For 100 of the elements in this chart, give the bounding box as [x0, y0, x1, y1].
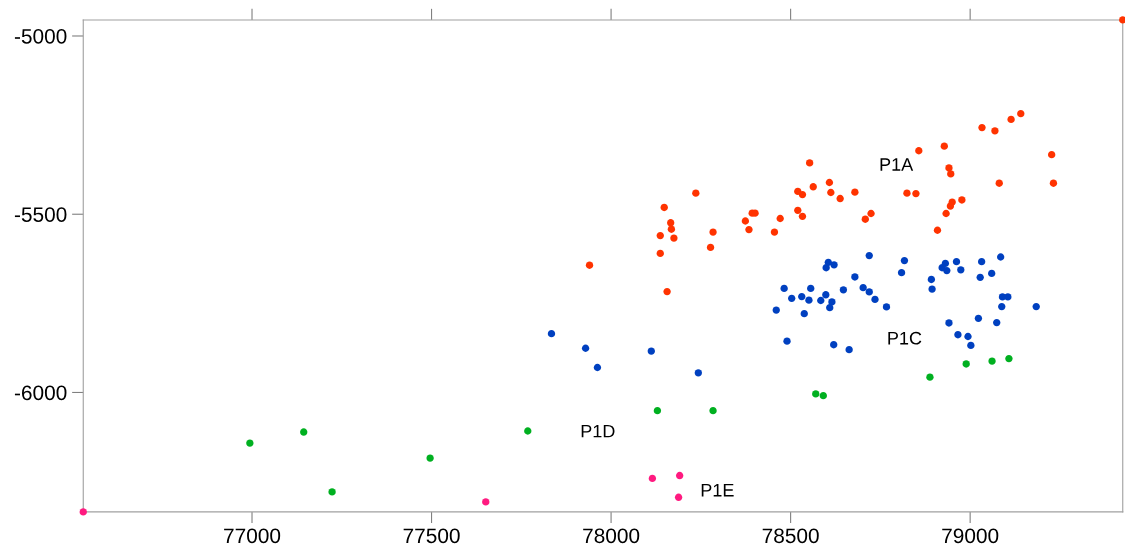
x-tick-label: 77500: [403, 528, 460, 544]
point: [300, 428, 308, 436]
point: [941, 259, 950, 268]
point: [647, 347, 655, 355]
point: [928, 285, 936, 293]
point: [709, 228, 717, 236]
point: [824, 258, 832, 267]
point: [977, 257, 986, 266]
point: [805, 296, 813, 304]
point: [830, 341, 838, 349]
point: [585, 261, 594, 269]
point: [1049, 179, 1058, 187]
point: [1047, 151, 1056, 159]
point: [861, 215, 869, 223]
point: [967, 341, 975, 350]
point: [836, 194, 844, 203]
point: [962, 360, 970, 368]
series-label: P1E: [701, 483, 734, 497]
point: [1032, 302, 1040, 311]
point: [426, 454, 434, 462]
point: [988, 357, 996, 365]
point: [667, 225, 676, 233]
point: [839, 286, 848, 294]
point: [942, 209, 950, 218]
point: [830, 261, 838, 269]
point: [851, 273, 859, 281]
point: [709, 406, 717, 415]
point: [943, 266, 951, 275]
point: [993, 318, 1001, 327]
point: [1119, 16, 1125, 24]
point: [865, 251, 873, 260]
point: [694, 369, 703, 377]
point: [871, 295, 879, 304]
point: [915, 147, 923, 155]
x-tick-label: 78500: [762, 528, 819, 544]
point: [819, 392, 827, 400]
point: [674, 493, 683, 501]
point: [903, 189, 911, 197]
point: [692, 189, 700, 197]
point: [776, 214, 784, 223]
point: [998, 302, 1006, 311]
point: [945, 319, 953, 327]
point: [794, 206, 802, 214]
point: [547, 329, 556, 338]
point: [648, 474, 657, 483]
point: [670, 234, 678, 242]
point: [826, 303, 834, 312]
point: [900, 256, 909, 265]
point: [770, 228, 779, 236]
point: [482, 498, 490, 506]
point: [656, 231, 664, 240]
point: [867, 209, 875, 218]
point: [798, 292, 806, 301]
point: [827, 188, 835, 197]
point: [745, 225, 753, 234]
point: [656, 249, 664, 258]
point: [988, 269, 996, 278]
y-tick-label: -6000: [14, 385, 67, 401]
point: [940, 142, 948, 150]
point: [897, 269, 906, 277]
point: [995, 179, 1003, 187]
point: [964, 332, 972, 341]
point: [772, 306, 780, 314]
point: [798, 212, 807, 221]
point: [978, 123, 986, 132]
point: [825, 178, 834, 187]
point: [952, 257, 961, 266]
text: P1D: [581, 424, 615, 438]
point: [865, 288, 873, 296]
y-tick-label: -5500: [14, 207, 67, 222]
point: [926, 373, 934, 381]
point: [246, 439, 254, 447]
point: [822, 291, 830, 299]
x-tick-label: 78000: [583, 528, 640, 544]
point: [663, 287, 671, 296]
point: [991, 127, 999, 135]
point: [947, 170, 955, 178]
point: [788, 294, 796, 303]
point: [798, 190, 807, 199]
point: [859, 283, 867, 292]
point: [974, 314, 983, 322]
point: [882, 303, 891, 311]
x-tick-label: 79000: [942, 528, 999, 544]
point: [783, 337, 791, 345]
series-label: P1C: [888, 331, 922, 345]
point: [845, 346, 853, 354]
point: [741, 217, 750, 225]
point: [593, 363, 602, 372]
point: [945, 164, 953, 172]
point: [524, 427, 532, 435]
point: [976, 273, 984, 281]
point: [667, 219, 675, 227]
point: [328, 488, 336, 496]
point: [1017, 110, 1025, 118]
point: [809, 183, 817, 191]
point: [1004, 293, 1012, 301]
point: [954, 331, 962, 339]
point: [912, 189, 920, 198]
point: [800, 310, 808, 318]
point: [817, 296, 825, 305]
